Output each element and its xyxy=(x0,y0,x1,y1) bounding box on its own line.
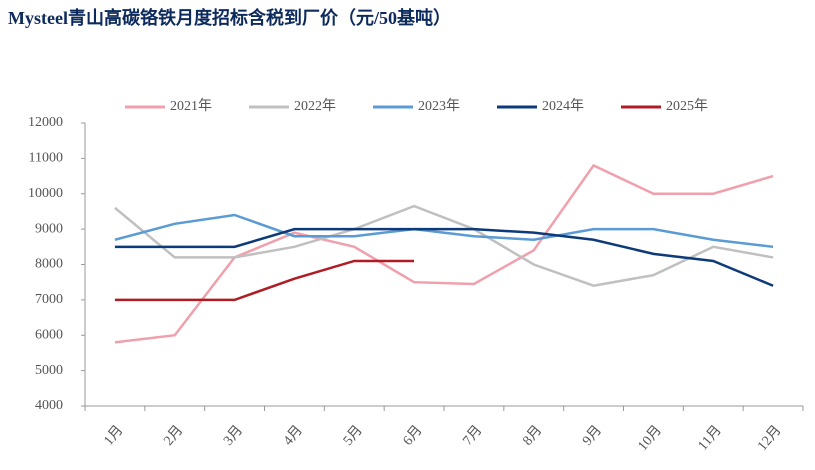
legend-label: 2021年 xyxy=(170,98,212,114)
series-line xyxy=(114,259,415,302)
series-line xyxy=(114,163,774,344)
x-tick-label: 8月 xyxy=(520,422,546,448)
series-line xyxy=(114,213,774,249)
x-tick-label: 7月 xyxy=(460,422,486,448)
x-tick-label: 3月 xyxy=(220,422,246,448)
y-tick-label: 12000 xyxy=(28,115,63,130)
y-tick-label: 5000 xyxy=(35,363,63,378)
x-tick-label: 10月 xyxy=(635,422,665,454)
x-tick-label: 5月 xyxy=(340,422,366,448)
y-tick-label: 6000 xyxy=(35,327,63,342)
chart-title: Mysteel青山高碳铬铁月度招标含税到厂价（元/50基吨） xyxy=(8,7,451,28)
legend-label: 2023年 xyxy=(418,98,460,114)
series-line xyxy=(114,204,774,288)
x-tick-label: 12月 xyxy=(754,422,784,454)
y-tick-label: 7000 xyxy=(35,292,63,307)
y-tick-label: 11000 xyxy=(29,151,63,166)
y-tick-label: 4000 xyxy=(35,398,63,413)
legend-label: 2025年 xyxy=(666,98,708,114)
legend-label: 2022年 xyxy=(294,98,336,114)
x-tick-label: 2月 xyxy=(161,422,187,448)
legend-label: 2024年 xyxy=(542,98,584,114)
x-tick-label: 1月 xyxy=(101,422,127,448)
x-tick-label: 6月 xyxy=(400,422,426,448)
series-line xyxy=(114,227,774,287)
y-tick-label: 10000 xyxy=(28,186,63,201)
y-tick-label: 9000 xyxy=(35,221,63,236)
x-tick-label: 4月 xyxy=(280,422,306,448)
x-tick-label: 9月 xyxy=(579,422,605,448)
y-tick-label: 8000 xyxy=(35,257,63,272)
x-tick-label: 11月 xyxy=(695,422,725,453)
